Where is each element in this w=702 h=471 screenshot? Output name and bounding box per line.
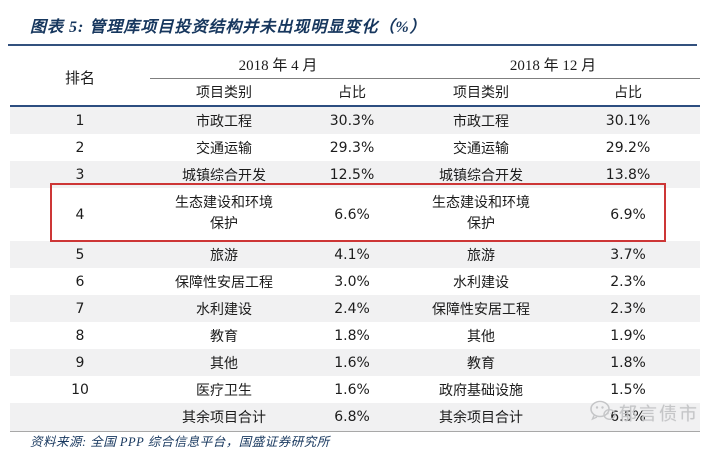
rank-cell: 10 bbox=[71, 381, 89, 398]
investment-structure-table: 排名 2018 年 4 月 2018 年 12 月 项目类别 占比 项目类别 占… bbox=[10, 50, 701, 432]
dec-category-cell: 水利建设 bbox=[453, 275, 510, 291]
rank-cell bbox=[10, 403, 150, 432]
rank-column-header: 排名 bbox=[10, 50, 150, 107]
apr-share-cell: 30.3% bbox=[329, 112, 375, 129]
rank-cell: 7 bbox=[75, 300, 85, 317]
rank-cell: 9 bbox=[75, 354, 85, 371]
dec-category-cell: 其他 bbox=[467, 329, 496, 345]
apr-category-cell: 教育 bbox=[210, 329, 238, 345]
apr-share-cell: 6.6% bbox=[334, 206, 370, 223]
apr-share-cell: 12.5% bbox=[329, 166, 375, 183]
source-note: 资料来源: 全国 PPP 综合信息平台，国盛证券研究所 bbox=[30, 435, 330, 449]
category-column-header-apr: 项目类别 bbox=[150, 78, 298, 107]
apr-share-cell: 1.8% bbox=[334, 327, 370, 344]
apr-category-cell: 其余项目合计 bbox=[150, 403, 298, 432]
watermark-text: 郁言债市 bbox=[619, 404, 699, 424]
table-row: 2 交通运输 29.3% 交通运输 29.2% bbox=[10, 134, 700, 161]
dec-category-cell: 教育 bbox=[467, 356, 496, 372]
table-row: 6 保障性安居工程 3.0% 水利建设 2.3% bbox=[10, 268, 700, 295]
table-row: 7 水利建设 2.4% 保障性安居工程 2.3% bbox=[10, 295, 701, 322]
dec-share-cell: 13.8% bbox=[605, 166, 651, 183]
dec-share-cell: 6.9% bbox=[610, 206, 646, 223]
table-header-group-row: 排名 2018 年 4 月 2018 年 12 月 bbox=[10, 50, 701, 107]
apr-share-cell: 1.6% bbox=[334, 354, 370, 371]
dec-category-cell: 保障性安居工程 bbox=[432, 302, 531, 318]
apr-share-cell: 29.3% bbox=[329, 139, 375, 156]
apr-share-cell: 2.4% bbox=[334, 300, 370, 317]
apr-category-text: 生态建设和环境保护 bbox=[175, 196, 273, 232]
dec-share-cell: 6.5% bbox=[556, 403, 701, 432]
rank-cell: 2 bbox=[75, 139, 85, 156]
table-row-total: 其余项目合计 6.8% 其余项目合计 6.5% bbox=[10, 403, 701, 432]
apr-category-cell: 市政工程 bbox=[196, 114, 252, 130]
apr-category-cell: 水利建设 bbox=[196, 302, 252, 318]
dec-category-cell: 政府基础设施 bbox=[439, 383, 524, 399]
dec-category-cell: 生态建设和环境保护 bbox=[406, 188, 556, 241]
dec-share-cell: 3.7% bbox=[610, 246, 646, 263]
apr-category-cell: 医疗卫生 bbox=[196, 383, 252, 399]
title-divider-line bbox=[8, 44, 697, 46]
table-row: 3 城镇综合开发 12.5% 城镇综合开发 13.8% bbox=[10, 161, 701, 188]
table-subheader-row: 项目类别 占比 项目类别 占比 bbox=[10, 78, 701, 107]
period-header-dec: 2018 年 12 月 bbox=[406, 50, 701, 79]
apr-share-cell: 1.6% bbox=[334, 381, 370, 398]
table-row: 9 其他 1.6% 教育 1.8% bbox=[10, 349, 701, 376]
dec-category-cell: 其余项目合计 bbox=[406, 403, 557, 432]
apr-share-cell: 4.1% bbox=[334, 246, 370, 263]
dec-share-cell: 30.1% bbox=[605, 112, 651, 129]
rank-cell: 5 bbox=[75, 246, 85, 263]
apr-category-cell: 生态建设和环境保护 bbox=[150, 188, 298, 241]
apr-category-cell: 旅游 bbox=[210, 248, 238, 264]
table-row: 8 教育 1.8% 其他 1.9% bbox=[10, 322, 700, 349]
apr-category-cell: 城镇综合开发 bbox=[182, 168, 266, 184]
dec-share-cell: 2.3% bbox=[610, 300, 646, 317]
dec-category-text: 生态建设和环境保护 bbox=[432, 196, 531, 232]
dec-share-cell: 1.5% bbox=[610, 381, 646, 398]
watermark: 郁言债市 bbox=[590, 399, 699, 427]
apr-share-cell: 3.0% bbox=[334, 273, 370, 290]
table-row: 1 市政工程 30.3% 市政工程 30.1% bbox=[10, 106, 701, 134]
rank-cell: 1 bbox=[75, 112, 85, 129]
rank-cell: 4 bbox=[75, 206, 85, 223]
dec-share-cell: 2.3% bbox=[610, 273, 646, 290]
share-column-header-apr: 占比 bbox=[298, 78, 407, 107]
dec-category-cell: 城镇综合开发 bbox=[439, 168, 524, 184]
dec-share-cell: 1.8% bbox=[610, 354, 646, 371]
category-column-header-dec: 项目类别 bbox=[406, 78, 557, 107]
figure-title: 图表 5: 管理库项目投资结构并未出现明显变化（%） bbox=[30, 19, 427, 36]
share-column-header-dec: 占比 bbox=[556, 78, 701, 107]
dec-category-cell: 旅游 bbox=[467, 248, 496, 264]
wechat-icon bbox=[590, 399, 616, 428]
dec-share-cell: 1.9% bbox=[610, 327, 646, 344]
table-row-highlighted: 4 生态建设和环境保护 6.6% 生态建设和环境保护 6.9% bbox=[10, 188, 700, 241]
dec-share-cell: 29.2% bbox=[605, 139, 651, 156]
apr-share-cell: 6.8% bbox=[298, 403, 407, 432]
table-row: 5 旅游 4.1% 旅游 3.7% bbox=[10, 241, 701, 268]
table-row: 10 医疗卫生 1.6% 政府基础设施 1.5% bbox=[10, 376, 700, 403]
rank-cell: 6 bbox=[75, 273, 85, 290]
dec-category-cell: 市政工程 bbox=[453, 114, 510, 130]
apr-category-cell: 其他 bbox=[210, 356, 238, 372]
apr-category-cell: 交通运输 bbox=[196, 141, 252, 157]
period-header-apr: 2018 年 4 月 bbox=[150, 50, 407, 79]
rank-cell: 3 bbox=[75, 166, 85, 183]
rank-cell: 8 bbox=[75, 327, 85, 344]
apr-category-cell: 保障性安居工程 bbox=[175, 275, 273, 291]
dec-category-cell: 交通运输 bbox=[453, 141, 510, 157]
